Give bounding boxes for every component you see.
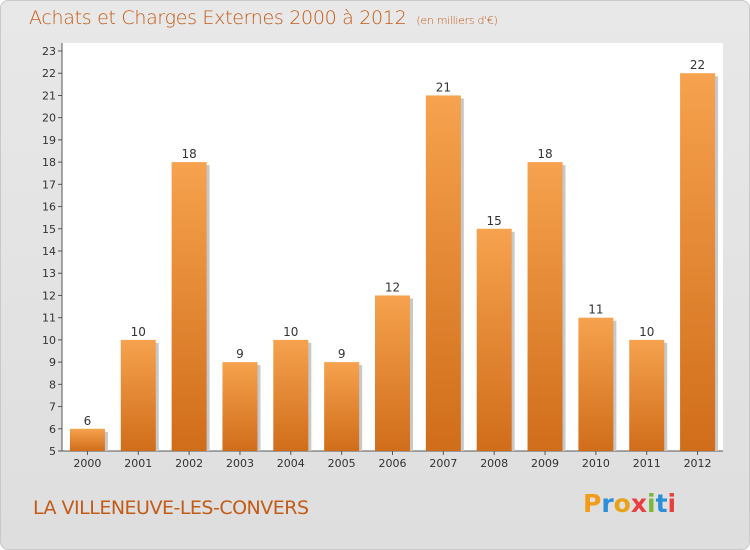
chart-subtitle: (en milliers d'€) (416, 14, 498, 27)
logo-letter: i (647, 489, 656, 518)
bar-value-label: 6 (84, 414, 92, 428)
bar (578, 317, 614, 451)
y-tick-label: 7 (49, 401, 56, 414)
x-tick-label: 2009 (531, 457, 559, 470)
y-tick-label: 16 (42, 201, 56, 214)
x-tick-label: 2008 (480, 457, 508, 470)
bar-value-label: 10 (639, 325, 654, 339)
y-tick-label: 17 (42, 178, 56, 191)
bar (425, 95, 461, 451)
x-tick-label: 2010 (582, 457, 610, 470)
logo-letter: o (613, 489, 631, 518)
y-tick-label: 22 (42, 67, 56, 80)
bar-value-label: 21 (436, 80, 451, 94)
x-tick-label: 2000 (73, 457, 101, 470)
bar (69, 428, 105, 451)
y-tick-label: 15 (42, 223, 56, 236)
bar (527, 162, 563, 451)
commune-name: LA VILLENEUVE-LES-CONVERS (33, 497, 309, 519)
x-tick-label: 2002 (175, 457, 203, 470)
x-tick-label: 2005 (328, 457, 356, 470)
y-tick-label: 21 (42, 89, 56, 102)
bar (171, 162, 207, 451)
bar (680, 73, 716, 451)
chart-title-text: Achats et Charges Externes 2000 à 2012 (29, 7, 407, 29)
logo-letter: P (583, 489, 602, 518)
bar (476, 228, 512, 451)
bar-value-label: 9 (236, 347, 244, 361)
bar-value-label: 15 (487, 214, 502, 228)
logo-letter: t (655, 489, 668, 518)
x-tick-label: 2006 (379, 457, 407, 470)
y-tick-label: 19 (42, 134, 56, 147)
bar-value-label: 18 (537, 147, 552, 161)
x-tick-label: 2003 (226, 457, 254, 470)
y-tick-label: 23 (42, 45, 56, 58)
bar-value-label: 10 (131, 325, 146, 339)
x-tick-label: 2011 (633, 457, 661, 470)
bar (375, 295, 410, 451)
y-tick-label: 10 (42, 334, 56, 347)
bar (629, 339, 665, 451)
y-tick-label: 6 (49, 423, 56, 436)
bar (120, 339, 156, 451)
bar-value-label: 10 (283, 325, 298, 339)
bar-value-label: 12 (385, 280, 400, 294)
y-tick-label: 5 (49, 445, 56, 458)
bar-value-label: 18 (181, 147, 196, 161)
y-tick-label: 13 (42, 267, 56, 280)
chart-title: Achats et Charges Externes 2000 à 2012 (e… (29, 7, 498, 29)
bar-value-label: 9 (338, 347, 346, 361)
logo-letter: i (667, 489, 677, 518)
x-tick-label: 2004 (277, 457, 305, 470)
y-tick-label: 11 (42, 312, 56, 325)
y-tick-label: 20 (42, 112, 56, 125)
x-tick-label: 2007 (429, 457, 457, 470)
y-tick-label: 12 (42, 289, 56, 302)
y-tick-label: 8 (49, 378, 56, 391)
bar (324, 362, 360, 451)
bar-value-label: 22 (690, 58, 705, 72)
logo-letter: r (601, 489, 614, 518)
proxiti-logo: Proxiti (583, 489, 676, 518)
y-tick-label: 14 (42, 245, 56, 258)
bar-value-label: 11 (588, 303, 603, 317)
y-tick-label: 9 (49, 356, 56, 369)
bar (222, 362, 258, 451)
bar (273, 339, 309, 451)
x-tick-label: 2001 (124, 457, 152, 470)
x-tick-label: 2012 (684, 457, 712, 470)
y-tick-label: 18 (42, 156, 56, 169)
logo-letter: x (630, 489, 647, 518)
